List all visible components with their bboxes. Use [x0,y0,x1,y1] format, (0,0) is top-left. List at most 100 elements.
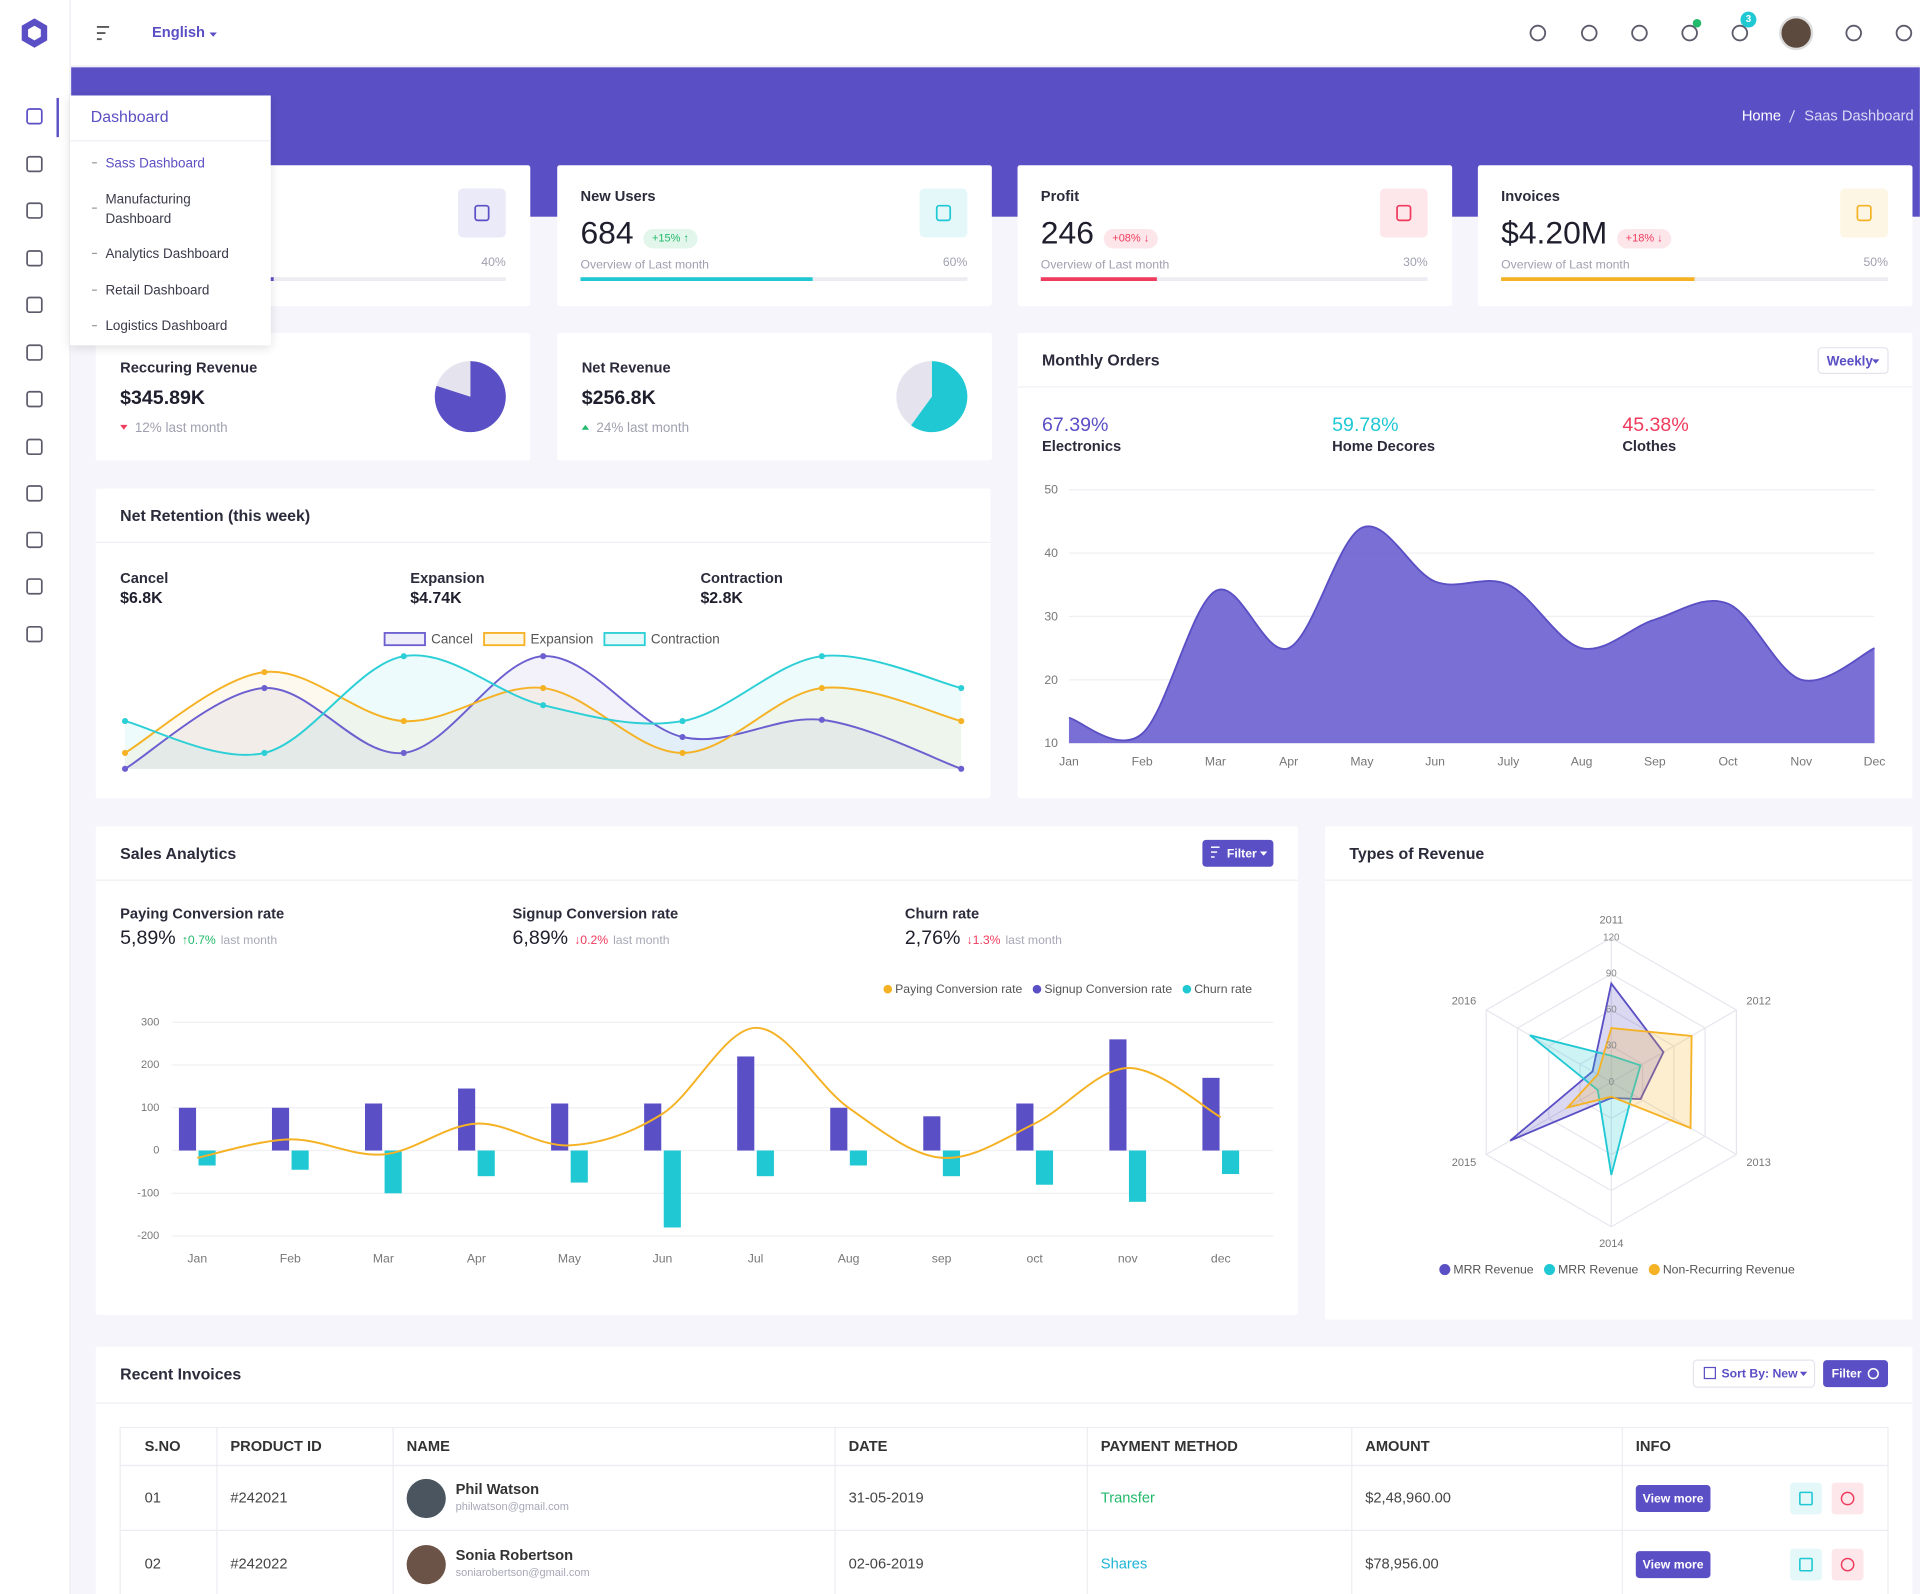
stat-note: Overview of Last month [580,257,709,271]
stat-card [557,165,992,307]
cell-payment-method: Shares [1101,1557,1148,1573]
data-point [261,669,268,676]
legend-dot [883,984,893,994]
delete-button[interactable] [1831,1548,1864,1581]
bar [1221,1150,1240,1175]
menu-item[interactable]: Manufacturing Dashboard [105,191,194,226]
top-bar [0,0,1920,67]
menu-item[interactable]: Analytics Dashboard [105,246,228,261]
area-shading [1068,526,1875,744]
summary-label: Expansion [410,571,484,587]
menu-item[interactable]: Sass Dashboard [105,155,204,170]
radar-area [1509,981,1665,1142]
filter-button[interactable] [1202,839,1274,867]
filter-button[interactable] [1823,1360,1888,1388]
summary-value: 2,76% [905,927,961,949]
dropdown-label[interactable]: Weekly [1827,354,1874,369]
cell-amount: $78,956.00 [1365,1557,1439,1573]
menu-item[interactable]: Retail Dashboard [105,283,209,298]
status-dot [1692,18,1702,28]
caret-icon [1872,359,1880,364]
axis-label: 2016 [1452,995,1476,1007]
sidebar-icon[interactable] [26,531,43,549]
sort-label[interactable]: Sort By: New [1721,1367,1798,1381]
sidebar-icon[interactable] [26,344,43,361]
header-icon[interactable] [1631,24,1648,42]
axis-label: 2015 [1452,1157,1476,1169]
header-icon[interactable] [1731,24,1749,42]
legend-swatch [603,632,646,647]
summary-value: $6.8K [120,590,163,607]
data-point [400,653,407,660]
bar [551,1103,569,1151]
summary-change: ↑0.7% [182,933,216,947]
summary-label: Home Decores [1332,439,1435,455]
sidebar-icon[interactable] [26,108,43,125]
data-point [958,765,965,772]
sidebar-icon[interactable] [26,390,43,408]
summary-value: $4.74K [410,590,462,607]
area-shading [125,655,962,769]
header-icon[interactable] [1581,24,1598,42]
revenue-change: 12% last month [135,420,228,435]
legend-label: MRR Revenue [1558,1263,1638,1277]
sidebar-icon[interactable] [26,250,43,267]
edit-button[interactable] [1790,1548,1822,1581]
sidebar-icon[interactable] [26,155,43,173]
progress-label: 60% [943,255,968,269]
x-tick-label: Aug [1571,754,1593,768]
notification-count: 3 [1746,14,1752,25]
sidebar-icon[interactable] [26,438,43,456]
cell-product-id: #242022 [230,1557,287,1573]
sidebar-icon[interactable] [26,625,43,643]
view-more-button[interactable] [1635,1551,1711,1579]
dropdown-button[interactable] [1817,347,1889,375]
sidebar-icon[interactable] [26,202,43,219]
sidebar [0,0,70,1594]
sort-button[interactable] [1692,1359,1816,1388]
x-tick-label: Jun [653,1252,673,1266]
header-icon[interactable] [1681,24,1698,42]
cell-email: philwatson@gmail.com [456,1501,569,1513]
bar [458,1088,476,1151]
stat-change: +08% ↓ [1112,233,1149,245]
filter-label[interactable]: Filter [1227,846,1257,860]
summary-note: last month [221,933,278,947]
axis-label: 2013 [1746,1157,1770,1169]
filter-label[interactable]: Filter [1832,1367,1862,1381]
revenue-value: $256.8K [582,387,656,409]
x-tick-label: oct [1027,1252,1044,1266]
breadcrumb-home[interactable]: Home [1742,108,1781,124]
legend-label: Paying Conversion rate [895,982,1022,996]
x-tick-label: Dec [1864,754,1886,768]
y-tick-label: 20 [1044,673,1058,687]
view-more-label[interactable]: View more [1643,1492,1704,1506]
view-more-button[interactable] [1635,1485,1711,1512]
stat-icon-box [458,188,506,238]
menu-title[interactable]: Dashboard [91,109,169,126]
data-point [958,684,965,692]
header-icon[interactable] [1845,24,1862,42]
bar [271,1107,290,1151]
menu-item[interactable]: Logistics Dashboard [105,318,227,333]
edit-button[interactable] [1790,1482,1822,1515]
trend-indicator [120,424,128,430]
legend-dot [1032,984,1042,994]
sidebar-icon[interactable] [26,485,43,502]
delete-button[interactable] [1831,1482,1864,1515]
header-icon[interactable] [1529,24,1547,42]
panel-title: Sales Analytics [120,846,236,863]
sidebar-icon[interactable] [26,296,43,314]
stat-icon [935,204,952,222]
data-point [121,749,129,756]
sidebar-icon[interactable] [26,578,43,595]
data-point [540,684,547,692]
language-selector[interactable]: English [152,25,205,41]
header-icon[interactable] [1895,24,1913,42]
stat-icon-box [1379,188,1428,238]
user-avatar[interactable] [1779,15,1814,51]
legend-label: MRR Revenue [1453,1263,1533,1277]
stat-badge [1617,228,1672,249]
view-more-label[interactable]: View more [1643,1558,1704,1572]
